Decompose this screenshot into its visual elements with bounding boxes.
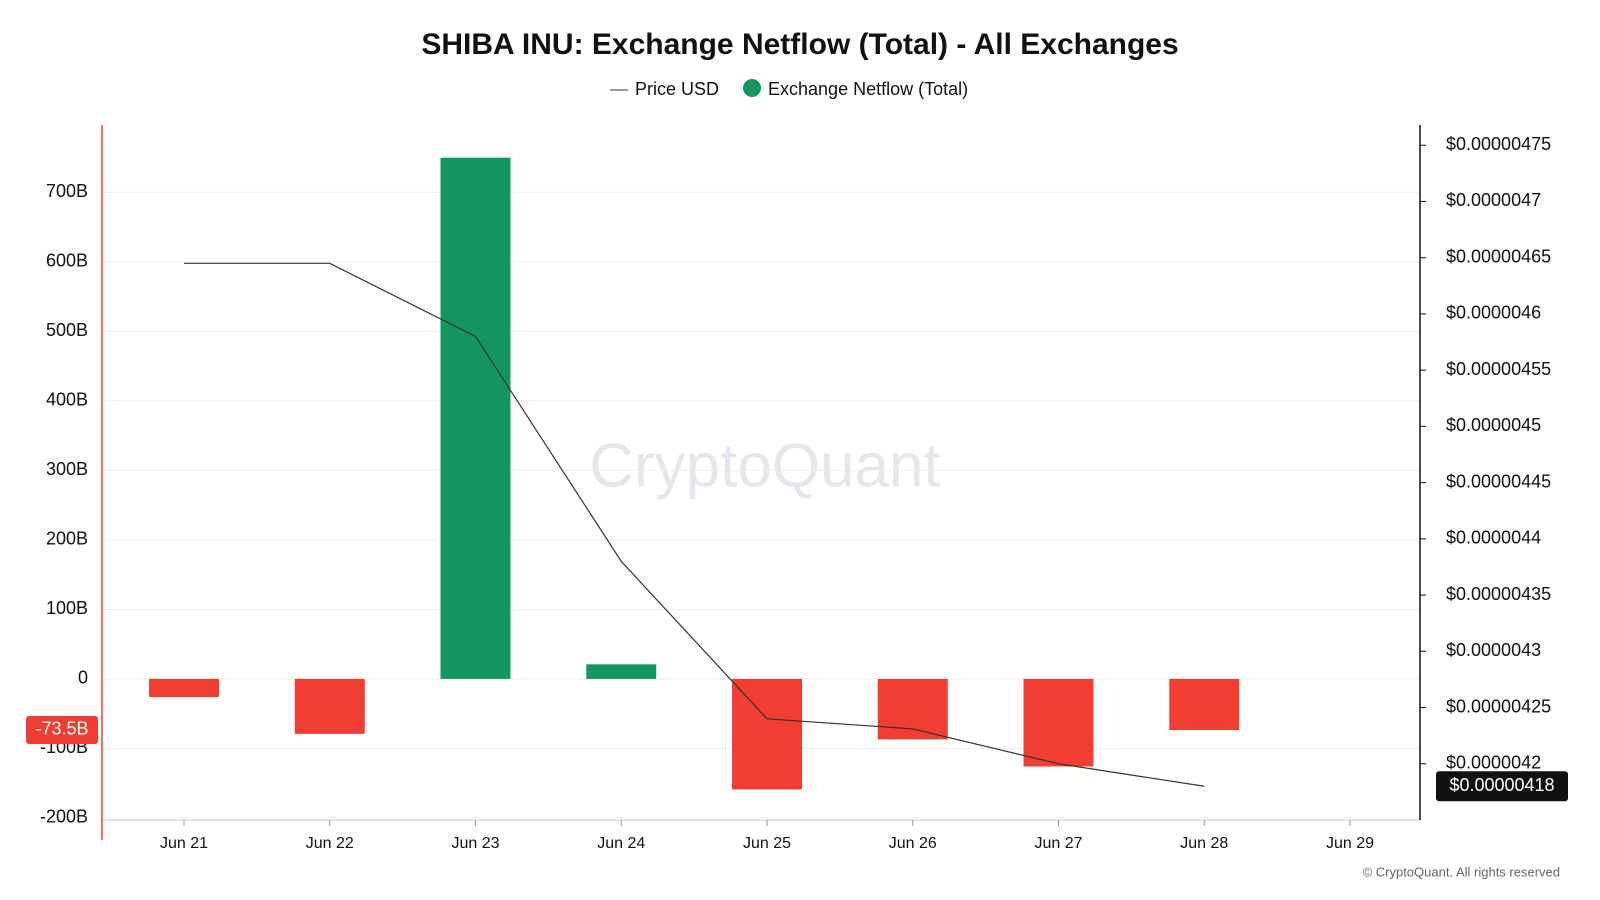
- y-tick-label: 700B: [46, 181, 88, 201]
- y2-tick-label: $0.00000475: [1446, 134, 1551, 154]
- bar: [149, 678, 219, 697]
- bar: [1023, 678, 1094, 767]
- x-tick-label: Jun 26: [889, 835, 937, 852]
- y-tick-label: 200B: [46, 529, 88, 549]
- value-label-box: [26, 715, 98, 744]
- legend-label: Price USD: [635, 79, 719, 99]
- y2-tick-label: $0.0000046: [1446, 303, 1541, 323]
- source: © CryptoQuant. All rights reserved: [1363, 864, 1560, 879]
- legend-swatch: [743, 79, 762, 97]
- x-tick-label: Jun 24: [597, 835, 645, 852]
- bar: [732, 678, 802, 790]
- x-tick-label: Jun 27: [1034, 835, 1082, 852]
- y2-tick-label: $0.00000435: [1446, 584, 1551, 604]
- y-tick-label: 400B: [46, 390, 88, 410]
- bar: [1169, 678, 1240, 730]
- x-tick-label: Jun 21: [160, 835, 208, 852]
- price-line: [184, 262, 1205, 787]
- legend: Price USD Exchange Netflow (Total): [610, 79, 968, 99]
- y2-tick-label: $0.0000043: [1446, 640, 1541, 660]
- y2-tick-label: $0.0000044: [1446, 528, 1541, 548]
- y2-tick-label: $0.00000425: [1446, 696, 1551, 716]
- y2-tick-label: $0.0000047: [1446, 190, 1541, 210]
- bar: [877, 678, 948, 740]
- legend-label: Exchange Netflow (Total): [768, 79, 968, 99]
- x-tick-label: Jun 23: [451, 835, 499, 852]
- y-tick-label: 300B: [46, 459, 88, 479]
- y2-tick-label: $0.0000045: [1446, 415, 1541, 435]
- value-label: -73.5B: [35, 719, 88, 739]
- watermark: CryptoQuant: [589, 431, 941, 500]
- y-tick-label: 500B: [46, 320, 88, 340]
- y2-tick-label: $0.00000445: [1446, 471, 1551, 491]
- x-tick-label: Jun 22: [306, 835, 354, 852]
- x-tick-label: Jun 25: [743, 835, 791, 852]
- x-tick-label: Jun 29: [1326, 835, 1374, 852]
- bar: [440, 157, 511, 679]
- y-tick-label: 600B: [46, 251, 88, 271]
- y2-tick-label: $0.0000042: [1446, 753, 1541, 773]
- value-label: $0.00000418: [1449, 775, 1554, 795]
- x-tick-label: Jun 28: [1180, 835, 1228, 852]
- y-tick-label: -200B: [40, 807, 88, 827]
- y-tick-label: 100B: [46, 598, 88, 618]
- y2-tick-label: $0.00000465: [1446, 246, 1551, 266]
- bar: [586, 664, 657, 679]
- y2-tick-label: $0.00000455: [1446, 359, 1551, 379]
- y-tick-label: 0: [78, 668, 88, 688]
- value-label-box: [1436, 771, 1568, 802]
- bar: [294, 678, 365, 734]
- chart-title: SHIBA INU: Exchange Netflow (Total) - Al…: [421, 28, 1178, 61]
